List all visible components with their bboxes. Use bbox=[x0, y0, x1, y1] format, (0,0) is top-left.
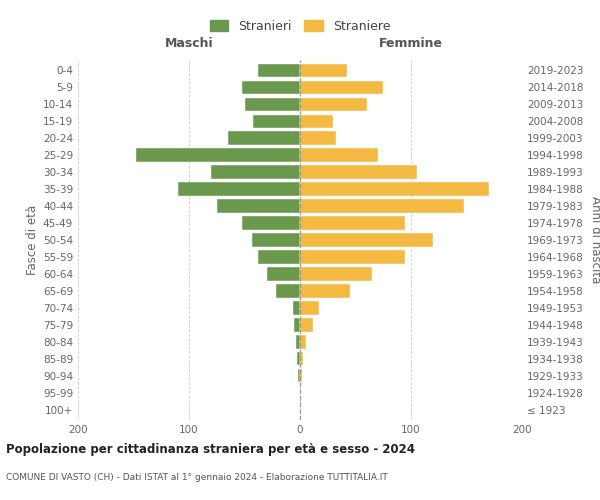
Y-axis label: Anni di nascita: Anni di nascita bbox=[589, 196, 600, 284]
Bar bbox=[267, 268, 300, 280]
Bar bbox=[178, 182, 300, 196]
Bar bbox=[242, 216, 300, 230]
Bar bbox=[298, 369, 300, 382]
Bar bbox=[300, 98, 367, 111]
Bar bbox=[300, 302, 319, 314]
Bar bbox=[300, 234, 433, 246]
Bar bbox=[258, 64, 300, 77]
Bar bbox=[293, 302, 300, 314]
Bar bbox=[296, 352, 300, 366]
Bar bbox=[252, 234, 300, 246]
Bar bbox=[300, 182, 489, 196]
Text: Maschi: Maschi bbox=[164, 37, 214, 50]
Bar bbox=[300, 369, 302, 382]
Bar bbox=[300, 268, 372, 280]
Bar bbox=[300, 284, 350, 298]
Bar bbox=[211, 166, 300, 178]
Bar bbox=[300, 148, 378, 162]
Bar bbox=[300, 166, 416, 178]
Bar bbox=[228, 132, 300, 144]
Bar bbox=[217, 200, 300, 212]
Bar bbox=[300, 114, 334, 128]
Bar bbox=[258, 250, 300, 264]
Bar bbox=[300, 80, 383, 94]
Bar bbox=[295, 318, 300, 332]
Bar bbox=[300, 352, 304, 366]
Y-axis label: Fasce di età: Fasce di età bbox=[26, 205, 39, 275]
Bar bbox=[300, 64, 347, 77]
Text: Femmine: Femmine bbox=[379, 37, 443, 50]
Bar bbox=[300, 250, 406, 264]
Bar bbox=[242, 80, 300, 94]
Legend: Stranieri, Straniere: Stranieri, Straniere bbox=[206, 16, 394, 36]
Bar bbox=[245, 98, 300, 111]
Bar bbox=[275, 284, 300, 298]
Bar bbox=[300, 132, 335, 144]
Text: Popolazione per cittadinanza straniera per età e sesso - 2024: Popolazione per cittadinanza straniera p… bbox=[6, 442, 415, 456]
Bar bbox=[253, 114, 300, 128]
Bar bbox=[300, 318, 313, 332]
Bar bbox=[296, 336, 300, 348]
Bar bbox=[300, 200, 464, 212]
Bar bbox=[300, 336, 305, 348]
Bar bbox=[136, 148, 300, 162]
Bar bbox=[300, 216, 406, 230]
Text: COMUNE DI VASTO (CH) - Dati ISTAT al 1° gennaio 2024 - Elaborazione TUTTITALIA.I: COMUNE DI VASTO (CH) - Dati ISTAT al 1° … bbox=[6, 472, 388, 482]
